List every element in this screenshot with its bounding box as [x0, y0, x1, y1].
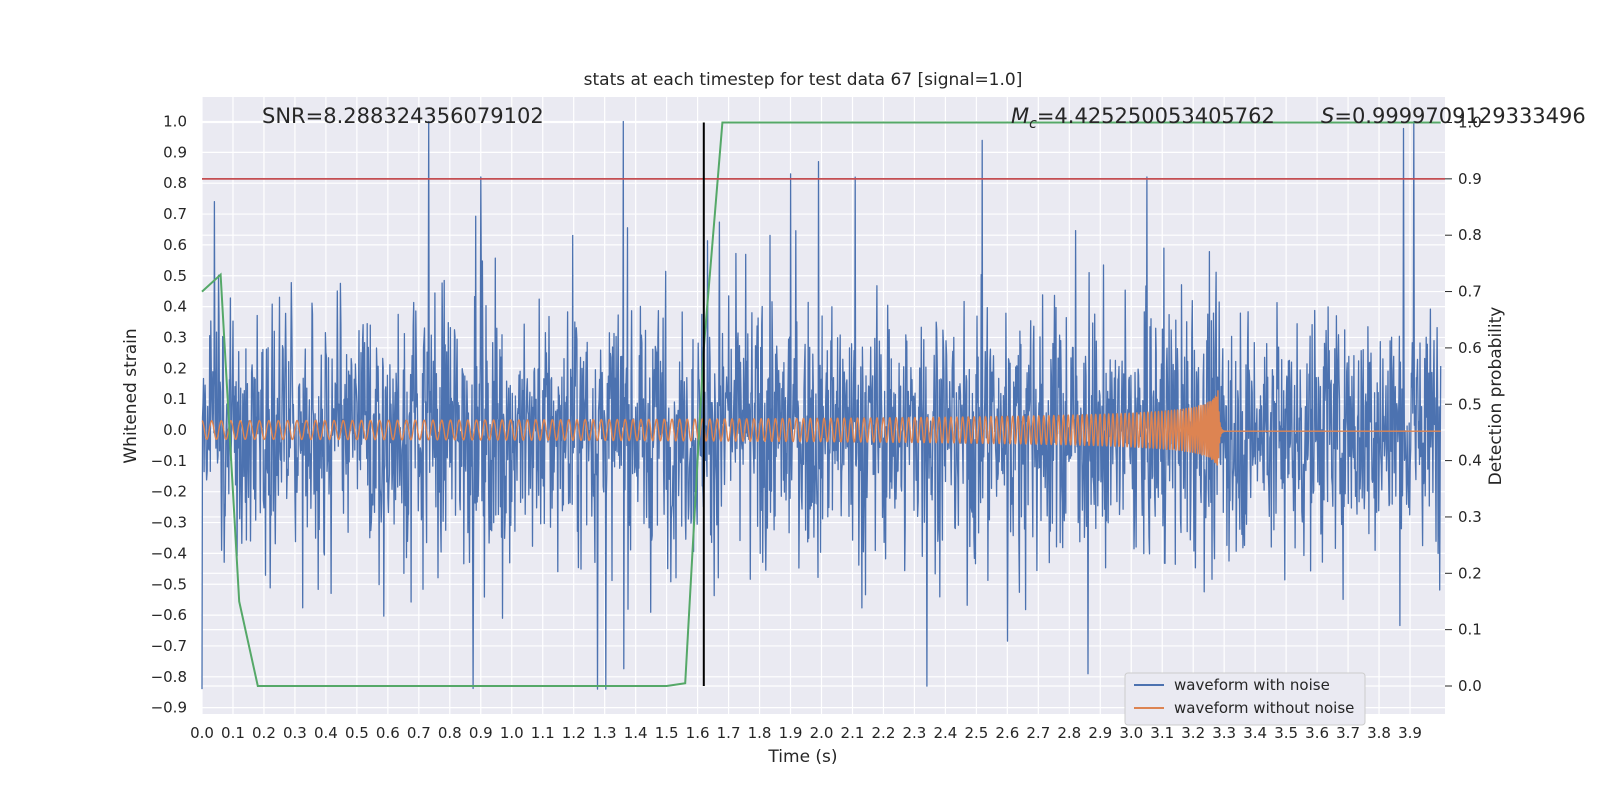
chirp-mass-value: =4.425250053405762 — [1037, 104, 1275, 128]
x-tick-label: 0.4 — [314, 724, 338, 742]
x-axis-ticks: 0.0 0.1 0.2 0.3 0.4 0.5 0.6 0.7 0.8 0.9 1.0 1.1 1.2 1… — [190, 724, 1422, 742]
x-tick-label: 3.2 — [1181, 724, 1205, 742]
x-tick-label: 0.9 — [469, 724, 493, 742]
series-waveform-with-noise — [201, 120, 1442, 690]
y-tick-label: 0.9 — [163, 143, 187, 161]
y2-tick-label: 0.1 — [1458, 621, 1482, 639]
y-tick-label: −0.7 — [151, 637, 187, 655]
y-tick-label: −0.5 — [151, 575, 187, 593]
y-tick-label: −0.6 — [151, 606, 187, 624]
x-tick-label: 1.0 — [500, 724, 524, 742]
x-tick-label: 1.5 — [655, 724, 679, 742]
y2-tick-label: 0.5 — [1458, 395, 1482, 413]
x-tick-label: 0.6 — [376, 724, 400, 742]
x-tick-label: 3.7 — [1336, 724, 1360, 742]
x-tick-label: 3.3 — [1212, 724, 1236, 742]
x-tick-label: 2.4 — [933, 724, 957, 742]
x-tick-label: 2.3 — [902, 724, 926, 742]
x-tick-label: 0.8 — [438, 724, 462, 742]
x-tick-label: 3.6 — [1305, 724, 1329, 742]
line-detection-probability — [201, 121, 1441, 687]
x-tick-label: 2.7 — [1026, 724, 1050, 742]
x-tick-label: 0.2 — [252, 724, 276, 742]
x-tick-label: 2.2 — [872, 724, 896, 742]
y2-tick-label: 0.7 — [1458, 283, 1482, 301]
x-tick-label: 1.7 — [717, 724, 741, 742]
x-tick-label: 1.6 — [686, 724, 710, 742]
y-tick-label: −0.9 — [151, 699, 187, 717]
y2-tick-label: 0.4 — [1458, 452, 1482, 470]
chart-title: stats at each timestep for test data 67 … — [584, 70, 1023, 90]
x-tick-label: 3.0 — [1119, 724, 1143, 742]
y-tick-label: 0.4 — [163, 298, 187, 316]
x-tick-label: 1.1 — [531, 724, 555, 742]
x-tick-label: 0.1 — [221, 724, 245, 742]
y-tick-label: 0.0 — [163, 421, 187, 439]
x-tick-label: 2.8 — [1057, 724, 1081, 742]
y2-tick-label: 0.9 — [1458, 170, 1482, 188]
legend-label-noise: waveform with noise — [1174, 676, 1330, 694]
x-tick-label: 2.9 — [1088, 724, 1112, 742]
y-tick-label: −0.8 — [151, 668, 187, 686]
x-tick-label: 1.3 — [593, 724, 617, 742]
y2-tick-label: 0.3 — [1458, 508, 1482, 526]
y-tick-label: −0.3 — [151, 514, 187, 532]
x-tick-label: 0.7 — [407, 724, 431, 742]
line-waveform-with-noise — [201, 120, 1442, 690]
score-symbol: S — [1321, 104, 1334, 128]
x-tick-label: 0.0 — [190, 724, 214, 742]
legend: waveform with noise waveform without noi… — [1124, 672, 1366, 726]
y-tick-label: 0.1 — [163, 390, 187, 408]
legend-label-clean: waveform without noise — [1174, 699, 1354, 717]
y2-tick-label: 0.2 — [1458, 564, 1482, 582]
chirp-mass-annotation: Mc=4.425250053405762 — [1011, 104, 1275, 132]
x-tick-label: 3.5 — [1274, 724, 1298, 742]
x-tick-label: 2.1 — [841, 724, 865, 742]
series-waveform-without-noise — [201, 390, 1442, 466]
y-tick-label: −0.1 — [151, 452, 187, 470]
series-detection-probability — [201, 121, 1441, 687]
y-tick-label: 0.6 — [163, 236, 187, 254]
y-axis-ticks: 1.0 0.9 0.8 0.7 0.6 0.5 0.4 0.3 0.2 0.1 0.0 −0.1 −0.… — [151, 113, 187, 717]
score-annotation: S=0.9999709129333496 — [1321, 104, 1586, 128]
x-tick-label: 2.6 — [995, 724, 1019, 742]
x-tick-label: 1.8 — [748, 724, 772, 742]
x-tick-label: 1.4 — [624, 724, 648, 742]
y2-tick-label: 1.0 — [1458, 114, 1482, 132]
x-tick-label: 1.9 — [779, 724, 803, 742]
y2-tick-label: 0.0 — [1458, 677, 1482, 695]
x-tick-label: 0.3 — [283, 724, 307, 742]
x-tick-label: 2.0 — [810, 724, 834, 742]
x-tick-label: 3.4 — [1243, 724, 1267, 742]
y2-axis-label: Detection probability — [1486, 307, 1506, 486]
y2-tick-label: 0.6 — [1458, 339, 1482, 357]
x-tick-label: 3.8 — [1367, 724, 1391, 742]
chirp-mass-subscript: c — [1029, 116, 1037, 132]
line-waveform-without-noise — [201, 390, 1442, 466]
x-tick-label: 3.9 — [1398, 724, 1422, 742]
chirp-mass-symbol: M — [1011, 104, 1029, 128]
y-tick-label: 1.0 — [163, 113, 187, 131]
y-tick-label: 0.2 — [163, 359, 187, 377]
y-tick-label: −0.4 — [151, 544, 187, 562]
y-tick-label: 0.8 — [163, 174, 187, 192]
y-axis-label: Whitened strain — [121, 328, 141, 463]
y-tick-label: 0.7 — [163, 205, 187, 223]
x-axis-label: Time (s) — [767, 747, 837, 767]
y-tick-label: 0.3 — [163, 328, 187, 346]
score-value: =0.9999709129333496 — [1334, 104, 1585, 128]
y2-axis-ticks: 1.0 0.9 0.8 0.7 0.6 0.5 0.4 0.3 0.2 0.1 0.0 — [1445, 114, 1482, 695]
x-tick-label: 2.5 — [964, 724, 988, 742]
snr-annotation: SNR=8.288324356079102 — [262, 104, 544, 128]
y-tick-label: 0.5 — [163, 267, 187, 285]
y-tick-label: −0.2 — [151, 483, 187, 501]
x-tick-label: 3.1 — [1150, 724, 1174, 742]
x-tick-label: 1.2 — [562, 724, 586, 742]
reference-lines — [202, 122, 1445, 686]
y2-tick-label: 0.8 — [1458, 226, 1482, 244]
legend-box — [1124, 672, 1366, 726]
x-tick-label: 0.5 — [345, 724, 369, 742]
